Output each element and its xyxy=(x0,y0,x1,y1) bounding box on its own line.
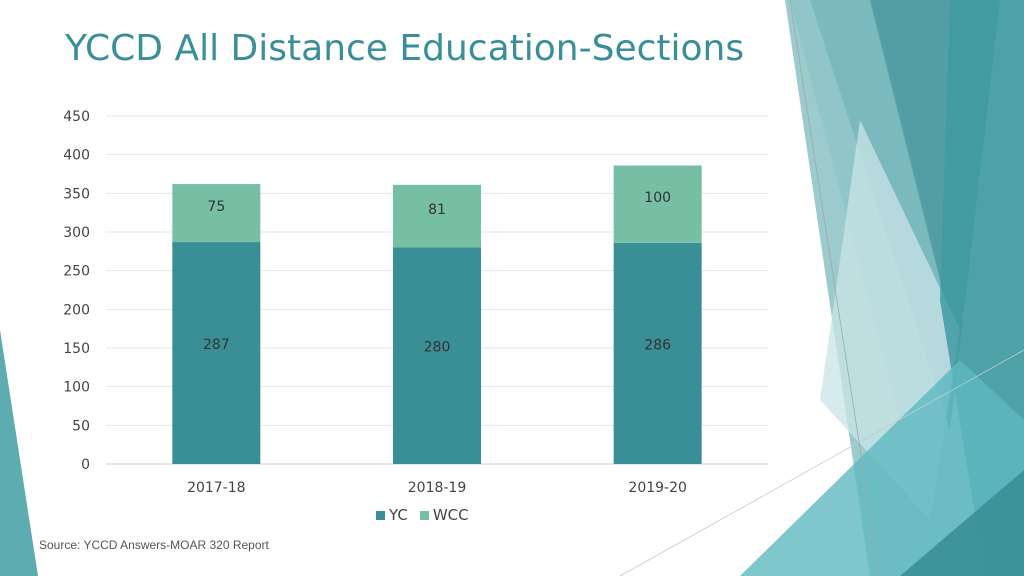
bar-wcc xyxy=(393,184,481,248)
legend-item-yc: YC xyxy=(376,506,408,524)
chart-legend: YC WCC xyxy=(376,506,475,524)
data-label-yc: 280 xyxy=(424,340,451,356)
y-tick-label: 200 xyxy=(63,302,90,318)
data-label-wcc: 75 xyxy=(207,199,225,215)
x-tick-label: 2019-20 xyxy=(628,480,687,496)
y-tick-label: 100 xyxy=(63,380,90,396)
bar-wcc xyxy=(172,184,261,243)
y-tick-label: 450 xyxy=(63,109,90,125)
legend-swatch-wcc xyxy=(419,510,429,520)
y-tick-label: 300 xyxy=(63,225,90,241)
y-tick-label: 150 xyxy=(63,341,90,357)
page-title: YCCD All Distance Education-Sections xyxy=(65,28,745,69)
data-label-yc: 287 xyxy=(203,337,230,353)
y-tick-label: 350 xyxy=(63,186,90,202)
y-tick-label: 50 xyxy=(72,418,90,434)
y-tick-label: 250 xyxy=(63,264,90,280)
bar-yc xyxy=(393,247,481,464)
y-tick-label: 0 xyxy=(81,457,90,473)
legend-swatch-yc xyxy=(376,510,385,520)
data-label-wcc: 100 xyxy=(644,190,671,206)
x-tick-label: 2017-18 xyxy=(187,480,246,496)
bar-wcc xyxy=(613,165,702,243)
legend-label-yc: YC xyxy=(389,506,408,524)
bar-yc xyxy=(613,242,702,464)
y-tick-label: 400 xyxy=(63,148,90,164)
legend-item-wcc: WCC xyxy=(419,506,469,524)
source-note: Source: YCCD Answers-MOAR 320 Report xyxy=(39,538,269,552)
data-label-wcc: 81 xyxy=(428,202,446,218)
legend-label-wcc: WCC xyxy=(432,506,469,524)
bar-yc xyxy=(172,242,261,464)
x-tick-label: 2018-19 xyxy=(408,480,467,496)
data-label-yc: 286 xyxy=(644,337,671,353)
